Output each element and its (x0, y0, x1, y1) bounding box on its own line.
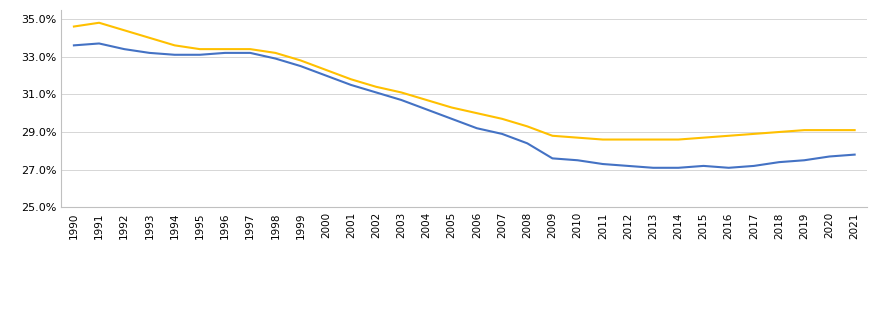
Nashville (194, 47, 205, 51)
Indianapolis (497, 132, 507, 136)
Indianapolis (471, 126, 482, 130)
Nashville (471, 111, 482, 115)
Indianapolis (194, 53, 205, 57)
Nashville (799, 128, 809, 132)
Indianapolis (270, 57, 280, 61)
Nashville (220, 47, 230, 51)
Nashville (346, 77, 357, 81)
Indianapolis (145, 51, 155, 55)
Indianapolis (220, 51, 230, 55)
Nashville (245, 47, 256, 51)
Nashville (824, 128, 835, 132)
Indianapolis (850, 153, 860, 157)
Indianapolis (749, 164, 759, 168)
Nashville (572, 136, 583, 140)
Nashville (648, 137, 659, 141)
Indianapolis (346, 83, 357, 87)
Indianapolis (396, 98, 406, 102)
Nashville (94, 21, 104, 25)
Nashville (497, 117, 507, 121)
Indianapolis (548, 156, 558, 160)
Nashville (169, 43, 180, 47)
Nashville (749, 132, 759, 136)
Indianapolis (774, 160, 784, 164)
Indianapolis (623, 164, 633, 168)
Nashville (321, 68, 331, 72)
Indianapolis (648, 166, 659, 170)
Indianapolis (698, 164, 709, 168)
Indianapolis (245, 51, 256, 55)
Indianapolis (447, 117, 457, 121)
Nashville (774, 130, 784, 134)
Nashville (270, 51, 280, 55)
Indianapolis (371, 91, 381, 94)
Indianapolis (169, 53, 180, 57)
Indianapolis (321, 74, 331, 78)
Nashville (673, 137, 683, 141)
Nashville (522, 124, 533, 128)
Indianapolis (119, 47, 130, 51)
Legend: Indianapolis, Nashville: Indianapolis, Nashville (350, 316, 578, 319)
Nashville (421, 98, 432, 102)
Nashville (724, 134, 734, 138)
Indianapolis (572, 158, 583, 162)
Nashville (698, 136, 709, 140)
Nashville (447, 106, 457, 109)
Nashville (396, 91, 406, 94)
Indianapolis (824, 155, 835, 159)
Indianapolis (724, 166, 734, 170)
Indianapolis (673, 166, 683, 170)
Nashville (68, 25, 79, 28)
Nashville (623, 137, 633, 141)
Indianapolis (68, 43, 79, 47)
Indianapolis (94, 41, 104, 45)
Indianapolis (421, 108, 432, 111)
Indianapolis (799, 158, 809, 162)
Nashville (548, 134, 558, 138)
Line: Indianapolis: Indianapolis (74, 43, 855, 168)
Line: Nashville: Nashville (74, 23, 855, 139)
Indianapolis (295, 64, 306, 68)
Nashville (119, 28, 130, 32)
Nashville (597, 137, 608, 141)
Nashville (295, 58, 306, 62)
Nashville (145, 36, 155, 40)
Indianapolis (597, 162, 608, 166)
Nashville (371, 85, 381, 89)
Indianapolis (522, 141, 533, 145)
Nashville (850, 128, 860, 132)
